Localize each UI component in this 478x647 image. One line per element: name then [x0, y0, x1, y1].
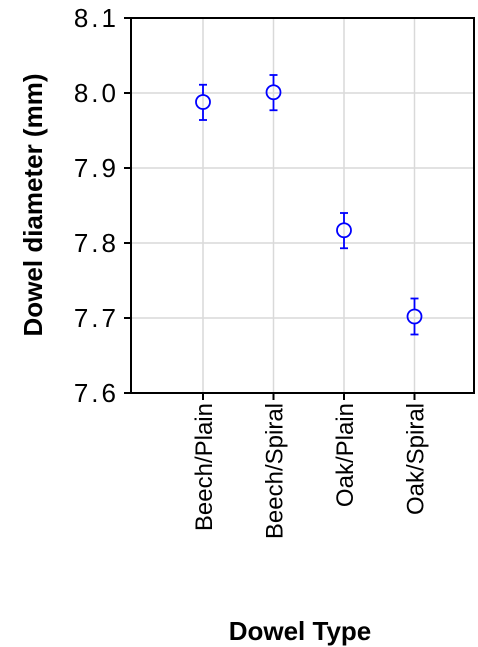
data-point [336, 222, 352, 239]
x-tick-label: Beech/Spiral [262, 403, 289, 539]
y-tick-label: 7.8 [74, 228, 119, 258]
x-axis-ticks [202, 393, 416, 400]
x-axis-tick-labels: Beech/Plain Beech/Spiral Oak/Plain Oak/Spir… [191, 403, 430, 539]
y-tick-label: 7.7 [74, 303, 119, 333]
x-tick-label: Oak/Spiral [403, 403, 430, 515]
x-tick-label: Oak/Plain [332, 403, 359, 507]
y-tick-label: 8.1 [74, 3, 119, 33]
data-point-group [336, 212, 352, 250]
data-point [195, 94, 211, 110]
data-point [265, 84, 282, 101]
x-axis-title: Dowel Type [229, 616, 372, 646]
data-point-group [406, 297, 423, 336]
y-tick-label: 8.0 [74, 78, 119, 108]
y-tick-label: 7.6 [74, 378, 119, 408]
x-tick-label: Beech/Plain [191, 403, 218, 531]
y-axis-tick-labels: 7.6 7.7 7.8 7.9 8.0 8.1 [74, 3, 119, 408]
y-tick-label: 7.9 [74, 153, 119, 183]
data-point-group [195, 83, 211, 121]
grid-lines [131, 18, 474, 393]
data-point [406, 308, 423, 325]
y-axis-ticks [124, 17, 131, 394]
plot-frame [130, 17, 475, 394]
y-axis-title: Dowel diameter (mm) [18, 74, 48, 337]
data-point-group [265, 74, 282, 112]
data-series [195, 74, 423, 336]
